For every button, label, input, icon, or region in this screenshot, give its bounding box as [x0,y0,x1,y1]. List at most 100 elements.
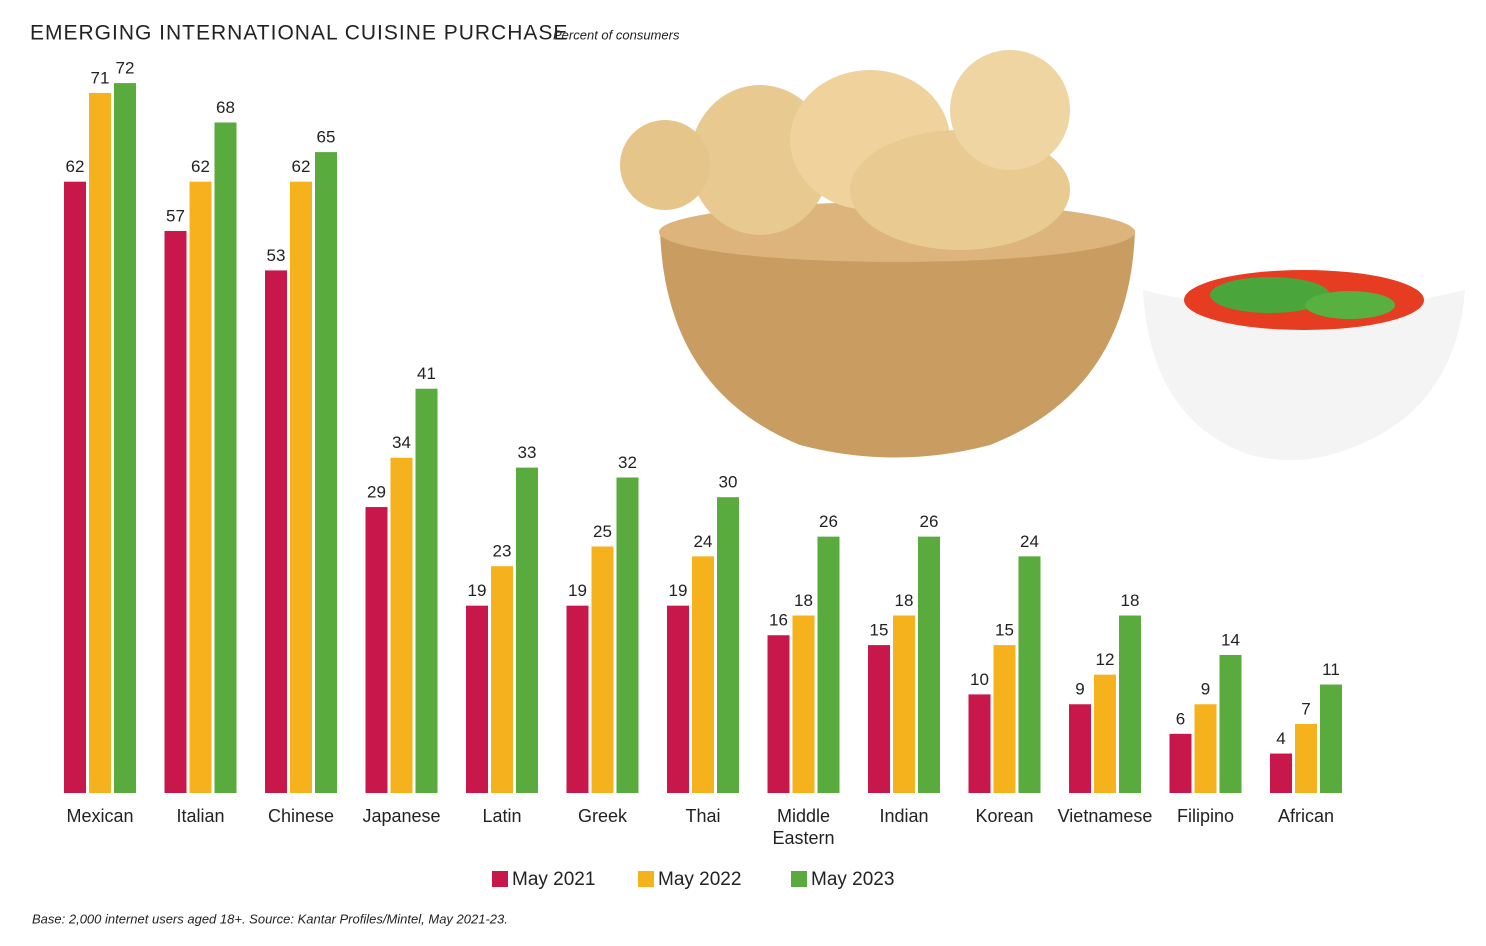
data-label: 62 [191,157,210,176]
x-tick-label: Thai [685,806,721,826]
data-label: 32 [618,453,637,472]
bar [265,270,287,793]
bar [491,566,513,793]
bar [817,536,840,793]
bar [466,605,488,793]
bar [365,507,388,793]
data-label: 26 [920,512,939,531]
x-tick-label: Latin [482,806,522,826]
data-label: 11 [1322,660,1340,679]
x-tick-label: Korean [975,806,1034,826]
bar [1018,556,1041,793]
data-label: 9 [1201,680,1210,699]
data-label: 15 [995,621,1014,640]
data-label: 25 [593,522,612,541]
data-label: 18 [1121,591,1140,610]
bar [591,546,614,793]
bar [1194,704,1217,793]
data-label: 18 [895,591,914,610]
data-label: 34 [392,433,411,452]
bar [918,536,940,793]
data-label: 53 [267,246,286,265]
data-label: 26 [819,512,838,531]
bar [1320,684,1342,793]
data-label: 19 [669,581,688,600]
x-tick-label: Chinese [267,806,335,826]
bar [717,497,739,793]
data-label: 7 [1301,699,1310,718]
bar [214,122,237,793]
data-label: 72 [116,59,135,78]
bar [1270,753,1292,793]
legend-swatch [791,871,807,887]
chart-title: EMERGING INTERNATIONAL CUISINE PURCHASE [30,22,568,45]
x-tick-label: Middle Eastern [772,806,835,848]
data-label: 23 [493,542,512,561]
data-label: 71 [91,68,110,87]
data-label: 68 [216,98,235,117]
x-tick-label: Italian [176,806,225,826]
data-label: 12 [1096,650,1115,669]
bar [89,92,111,793]
legend-label: May 2023 [811,869,894,890]
x-tick-label: Indian [879,806,929,826]
legend-label: May 2022 [658,869,741,890]
x-tick-label: Filipino [1176,806,1235,826]
data-label: 62 [292,157,311,176]
bar [893,615,915,793]
bar [1069,704,1091,793]
bar [566,605,589,793]
bar [692,556,714,793]
data-label: 6 [1176,709,1185,728]
x-tick-label: Vietnamese [1057,806,1153,826]
legend-swatch [638,871,654,887]
bar [415,388,438,793]
bar [968,694,991,793]
data-label: 16 [769,611,788,630]
footnote: Base: 2,000 internet users aged 18+. Sou… [32,911,508,926]
bar [315,152,337,794]
bar [767,635,790,793]
bar [667,605,689,793]
bar [189,181,212,793]
x-tick-label: African [1277,806,1335,826]
data-label: 19 [468,581,487,600]
data-label: 29 [367,483,386,502]
data-label: 14 [1221,630,1240,649]
x-tick-label: Mexican [66,806,134,826]
bar [1295,723,1317,793]
data-label: 4 [1276,729,1285,748]
bar [1094,674,1116,793]
bar [390,457,413,793]
legend-swatch [492,871,508,887]
data-label: 19 [568,581,587,600]
bar [616,477,639,793]
x-tick-label: Greek [577,806,628,826]
data-label: 10 [970,670,989,689]
data-label: 9 [1075,680,1084,699]
bar [1119,615,1141,793]
data-label: 57 [166,206,185,225]
bar [1169,733,1192,793]
bar [868,645,890,793]
chart-subtitle: Percent of consumers [553,27,680,42]
data-label: 24 [1020,532,1039,551]
bar [1219,654,1242,793]
bar [290,181,312,793]
data-label: 33 [518,443,537,462]
data-label: 41 [417,364,436,383]
bar [114,83,136,793]
bar [516,467,538,793]
data-label: 62 [66,157,85,176]
legend-label: May 2021 [512,869,595,890]
bar [792,615,815,793]
data-label: 24 [694,532,713,551]
bar [993,645,1016,793]
data-label: 18 [794,591,813,610]
bar [64,181,86,793]
data-label: 15 [870,621,889,640]
bar [164,230,187,794]
data-label: 30 [719,473,738,492]
